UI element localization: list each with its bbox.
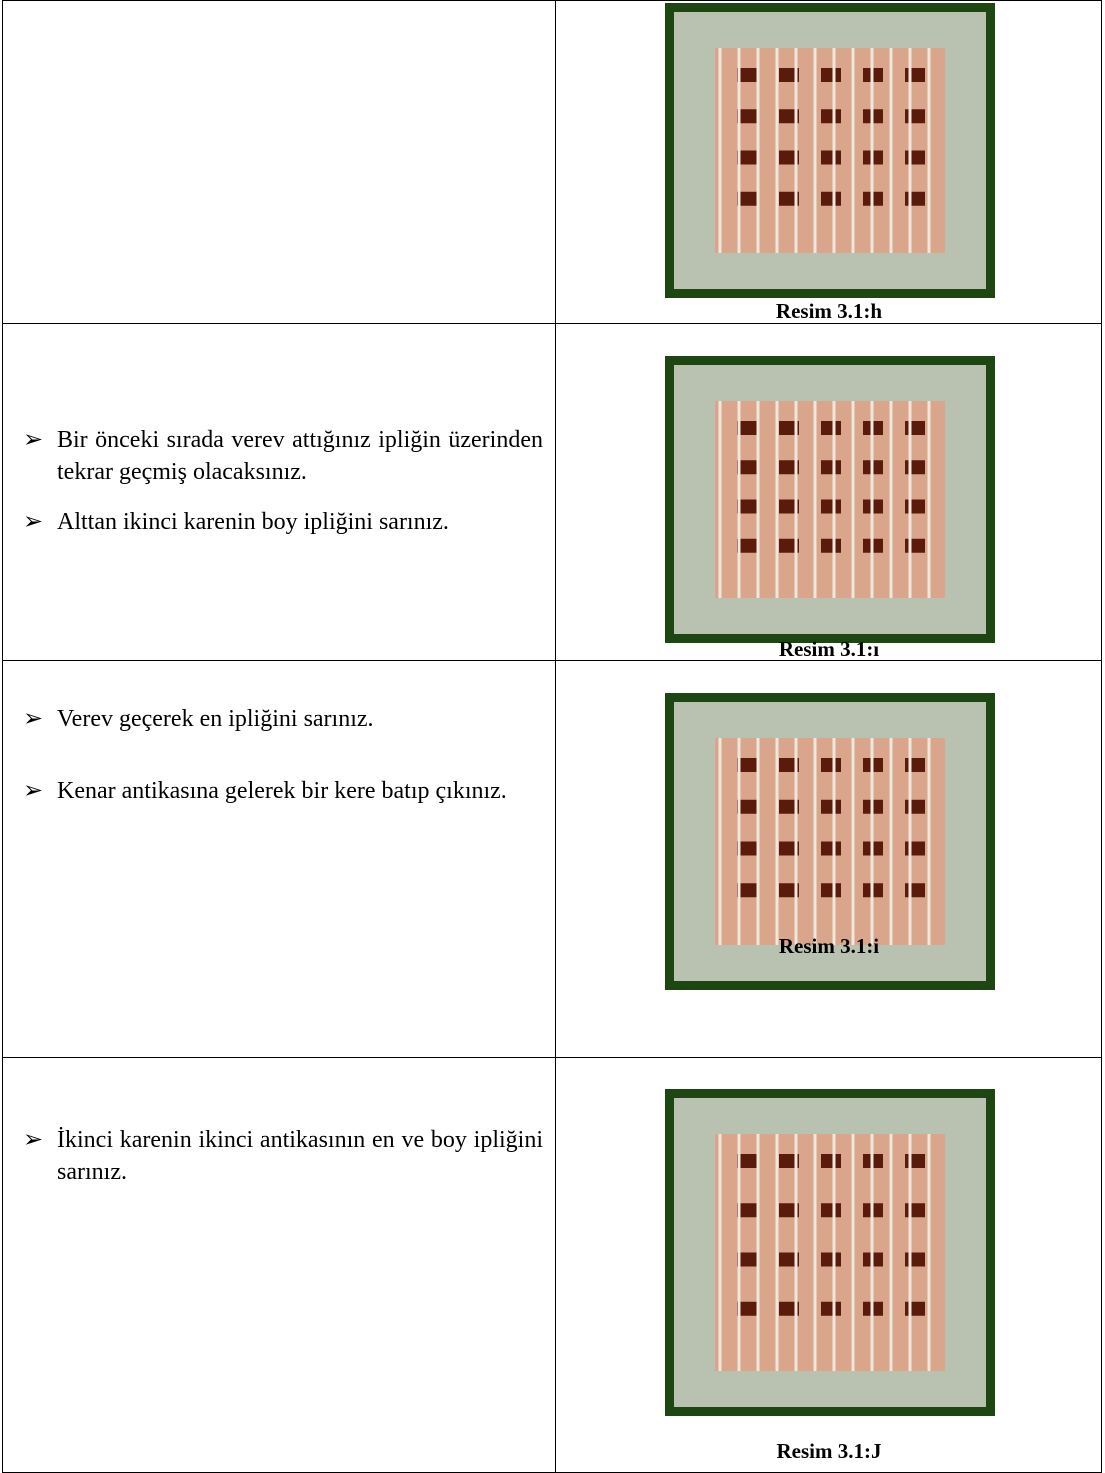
- hole: [905, 799, 925, 814]
- hole: [821, 1203, 841, 1218]
- hole: [779, 460, 799, 475]
- hole: [779, 68, 799, 82]
- caption: Resim 3.1:J: [776, 1439, 882, 1463]
- hole: [779, 841, 799, 856]
- hole: [821, 150, 841, 165]
- table-row: ➢ İkinci karenin ikinci antikasının en ve…: [2, 1057, 1102, 1473]
- bullet-arrow: ➢: [23, 706, 44, 732]
- hole: [821, 1154, 841, 1168]
- hole: [737, 150, 757, 165]
- photo: [665, 3, 995, 298]
- hole: [821, 841, 841, 856]
- bullet-item: ➢ Kenar antikasına gelerek bir kere batıp…: [23, 775, 543, 807]
- hole: [821, 799, 841, 814]
- hole: [905, 191, 925, 206]
- hole: [905, 883, 925, 898]
- hole: [737, 191, 757, 206]
- cell-text: ➢ İkinci karenin ikinci antikasının en ve…: [23, 1124, 543, 1206]
- hole: [779, 1203, 799, 1218]
- hole: [737, 1203, 757, 1218]
- hole: [779, 758, 799, 772]
- hole: [779, 799, 799, 814]
- hole: [905, 1252, 925, 1267]
- hole: [821, 758, 841, 772]
- hole: [779, 499, 799, 514]
- hole: [779, 538, 799, 553]
- bullet-item: ➢ İkinci karenin ikinci antikasının en ve…: [23, 1124, 543, 1188]
- hole: [779, 109, 799, 124]
- hole: [905, 150, 925, 165]
- hole: [737, 1154, 757, 1168]
- hole: [905, 68, 925, 82]
- hole: [737, 421, 757, 435]
- photo: [665, 693, 995, 990]
- hole: [905, 109, 925, 124]
- hole: [905, 841, 925, 856]
- hole: [737, 758, 757, 772]
- table-row: ➢ Bir önceki sırada verev attığınız ipliğ…: [2, 323, 1102, 661]
- hole: [821, 109, 841, 124]
- hole: [779, 1252, 799, 1267]
- bullet-arrow: ➢: [23, 778, 44, 804]
- hole: [779, 421, 799, 435]
- caption: Resim 3.1:ı: [778, 637, 880, 661]
- photo: [665, 356, 995, 643]
- bullet-text: Kenar antikasına gelerek bir kere batıp …: [57, 778, 507, 804]
- bullet-text: Verev geçerek en ipliğini sarınız.: [57, 706, 374, 732]
- hole: [905, 421, 925, 435]
- column-divider: [555, 1058, 556, 1472]
- hole: [905, 758, 925, 772]
- column-divider: [555, 1, 556, 323]
- hole: [905, 538, 925, 553]
- table-row: Resim 3.1:h: [2, 0, 1102, 324]
- photo: [665, 1089, 995, 1416]
- column-divider: [555, 324, 556, 660]
- hole: [737, 799, 757, 814]
- hole: [779, 883, 799, 898]
- bullet-item: ➢ Alttan ikinci karenin boy ipliğini sarı…: [23, 506, 543, 538]
- caption: Resim 3.1:h: [775, 299, 883, 323]
- hole: [821, 499, 841, 514]
- hole: [905, 1154, 925, 1168]
- hole: [821, 68, 841, 82]
- hole: [821, 1301, 841, 1316]
- bullet-arrow: ➢: [23, 427, 44, 453]
- hole: [905, 1301, 925, 1316]
- hole: [737, 68, 757, 82]
- bullet-arrow: ➢: [23, 509, 44, 535]
- bullet-arrow: ➢: [23, 1127, 44, 1153]
- hole: [779, 1301, 799, 1316]
- hole: [737, 109, 757, 124]
- bullet-text: İkinci karenin ikinci antikasının en ve …: [57, 1127, 543, 1185]
- hole: [779, 191, 799, 206]
- hole: [737, 1252, 757, 1267]
- hole: [821, 191, 841, 206]
- hole: [737, 499, 757, 514]
- hole: [821, 883, 841, 898]
- bullet-item: ➢ Bir önceki sırada verev attığınız ipliğ…: [23, 424, 543, 488]
- hole: [737, 1301, 757, 1316]
- bullet-text: Bir önceki sırada verev attığınız ipliği…: [57, 427, 543, 485]
- hole: [821, 1252, 841, 1267]
- hole: [737, 841, 757, 856]
- hole: [905, 460, 925, 475]
- hole: [737, 538, 757, 553]
- caption: Resim 3.1:i: [778, 934, 880, 958]
- table-row: ➢ Verev geçerek en ipliğini sarınız. ➢ Kena…: [2, 660, 1102, 1058]
- hole: [821, 538, 841, 553]
- cell-text: ➢ Verev geçerek en ipliğini sarınız. ➢ Kena…: [23, 703, 543, 825]
- hole: [905, 1203, 925, 1218]
- hole: [737, 460, 757, 475]
- hole: [779, 1154, 799, 1168]
- bullet-text: Alttan ikinci karenin boy ipliğini sarın…: [57, 509, 449, 535]
- hole: [821, 460, 841, 475]
- hole: [905, 499, 925, 514]
- hole: [737, 883, 757, 898]
- hole: [821, 421, 841, 435]
- bullet-item: ➢ Verev geçerek en ipliğini sarınız.: [23, 703, 543, 735]
- hole: [779, 150, 799, 165]
- cell-text: ➢ Bir önceki sırada verev attığınız ipliğ…: [23, 424, 543, 556]
- column-divider: [555, 661, 556, 1057]
